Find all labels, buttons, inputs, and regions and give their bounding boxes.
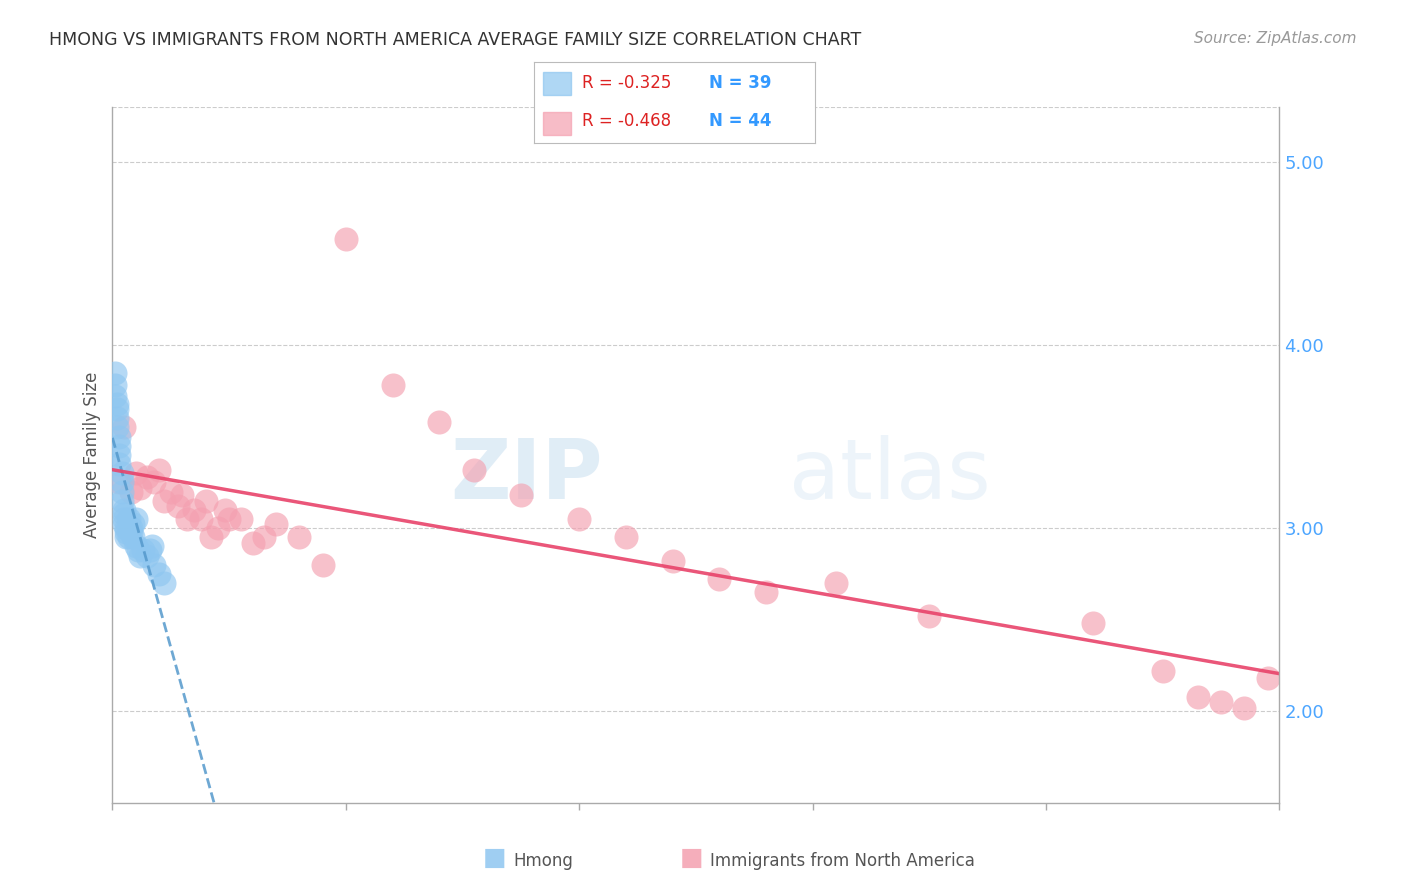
Point	[111, 484, 134, 499]
Point	[120, 521, 142, 535]
Point	[104, 366, 127, 380]
Point	[335, 232, 357, 246]
Text: ■: ■	[482, 846, 506, 870]
Point	[264, 517, 287, 532]
Point	[143, 475, 166, 490]
Point	[122, 517, 145, 532]
Point	[614, 530, 637, 544]
Point	[104, 389, 127, 403]
Point	[242, 536, 264, 550]
Point	[172, 488, 194, 502]
Point	[105, 420, 128, 434]
Point	[509, 488, 531, 502]
Point	[115, 530, 138, 544]
Point	[118, 512, 141, 526]
Text: R = -0.468: R = -0.468	[582, 112, 671, 130]
Point	[141, 540, 163, 554]
Point	[229, 512, 252, 526]
Point	[129, 549, 152, 563]
Point	[1081, 616, 1104, 631]
Point	[108, 457, 131, 471]
Point	[207, 521, 229, 535]
FancyBboxPatch shape	[543, 72, 571, 95]
Text: Source: ZipAtlas.com: Source: ZipAtlas.com	[1194, 31, 1357, 46]
Point	[755, 585, 778, 599]
Text: Hmong: Hmong	[513, 852, 574, 870]
Point	[132, 543, 155, 558]
Point	[143, 558, 166, 572]
Point	[129, 481, 152, 495]
Point	[108, 429, 131, 443]
Point	[136, 549, 159, 563]
Point	[112, 517, 135, 532]
Point	[709, 573, 731, 587]
Point	[104, 378, 127, 392]
Point	[427, 415, 450, 429]
Point	[111, 475, 134, 490]
Point	[148, 566, 170, 581]
Point	[1209, 695, 1232, 709]
Point	[1233, 700, 1256, 714]
FancyBboxPatch shape	[543, 112, 571, 135]
Point	[190, 512, 212, 526]
Text: ■: ■	[679, 846, 703, 870]
Point	[661, 554, 683, 568]
Point	[125, 540, 148, 554]
Point	[120, 524, 142, 539]
Point	[112, 507, 135, 521]
Point	[112, 512, 135, 526]
Point	[120, 484, 142, 499]
Point	[127, 543, 149, 558]
Point	[166, 499, 188, 513]
Point	[568, 512, 591, 526]
Point	[200, 530, 222, 544]
Point	[122, 530, 145, 544]
Point	[115, 521, 138, 535]
Point	[183, 503, 205, 517]
Point	[253, 530, 276, 544]
Point	[105, 402, 128, 417]
Text: R = -0.325: R = -0.325	[582, 73, 672, 92]
Point	[381, 378, 404, 392]
Text: ZIP: ZIP	[450, 435, 603, 516]
Point	[105, 397, 128, 411]
Point	[176, 512, 198, 526]
Point	[825, 576, 848, 591]
Point	[115, 524, 138, 539]
Point	[918, 609, 941, 624]
Point	[111, 493, 134, 508]
Point	[311, 558, 333, 572]
Point	[108, 448, 131, 462]
Point	[112, 420, 135, 434]
Point	[108, 439, 131, 453]
Text: HMONG VS IMMIGRANTS FROM NORTH AMERICA AVERAGE FAMILY SIZE CORRELATION CHART: HMONG VS IMMIGRANTS FROM NORTH AMERICA A…	[49, 31, 862, 49]
Point	[105, 411, 128, 425]
Point	[153, 576, 176, 591]
Point	[463, 462, 485, 476]
Point	[214, 503, 236, 517]
Point	[108, 475, 131, 490]
Text: N = 39: N = 39	[709, 73, 770, 92]
Point	[218, 512, 240, 526]
Point	[1187, 690, 1209, 704]
Point	[112, 503, 135, 517]
Point	[194, 493, 217, 508]
Point	[136, 470, 159, 484]
Point	[160, 484, 183, 499]
Point	[118, 530, 141, 544]
Point	[1152, 664, 1174, 678]
Text: N = 44: N = 44	[709, 112, 770, 130]
Point	[288, 530, 311, 544]
Point	[139, 543, 162, 558]
Point	[111, 467, 134, 481]
Point	[153, 493, 176, 508]
Point	[125, 512, 148, 526]
Text: Immigrants from North America: Immigrants from North America	[710, 852, 974, 870]
Y-axis label: Average Family Size: Average Family Size	[83, 372, 101, 538]
Point	[125, 467, 148, 481]
Point	[148, 462, 170, 476]
Point	[1257, 671, 1279, 685]
Text: atlas: atlas	[789, 435, 991, 516]
